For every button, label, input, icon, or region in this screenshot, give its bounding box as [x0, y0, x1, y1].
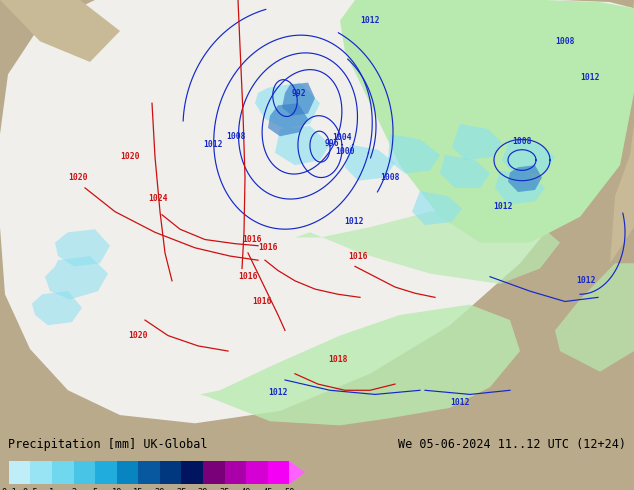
Bar — [181, 461, 203, 484]
Bar — [52, 461, 74, 484]
Text: We 05-06-2024 11..12 UTC (12+24): We 05-06-2024 11..12 UTC (12+24) — [398, 438, 626, 451]
Text: 25: 25 — [176, 488, 186, 490]
Text: 1012: 1012 — [360, 16, 380, 25]
Polygon shape — [200, 305, 520, 425]
Text: 1012: 1012 — [268, 388, 288, 397]
Text: 1018: 1018 — [328, 355, 348, 364]
Text: 1012: 1012 — [576, 276, 596, 285]
Polygon shape — [345, 145, 395, 181]
Text: 1: 1 — [49, 488, 55, 490]
Text: 996: 996 — [325, 139, 339, 148]
Bar — [224, 461, 246, 484]
Text: 992: 992 — [292, 90, 306, 98]
Polygon shape — [255, 83, 320, 129]
Polygon shape — [268, 103, 308, 136]
Text: 10: 10 — [112, 488, 122, 490]
Polygon shape — [610, 124, 634, 263]
Bar — [268, 461, 289, 484]
Text: 1012: 1012 — [580, 73, 600, 82]
Text: 40: 40 — [241, 488, 252, 490]
Polygon shape — [555, 263, 634, 372]
Text: 2: 2 — [71, 488, 76, 490]
Text: Precipitation [mm] UK-Global: Precipitation [mm] UK-Global — [8, 438, 207, 451]
Bar — [203, 461, 224, 484]
Polygon shape — [55, 229, 110, 267]
Text: 15: 15 — [133, 488, 143, 490]
Text: 1016: 1016 — [348, 251, 368, 261]
Bar — [246, 461, 268, 484]
Text: 20: 20 — [155, 488, 165, 490]
Text: 1012: 1012 — [344, 218, 364, 226]
Polygon shape — [495, 171, 545, 204]
Polygon shape — [295, 206, 560, 284]
Polygon shape — [32, 291, 82, 325]
Polygon shape — [282, 83, 315, 116]
Polygon shape — [340, 0, 634, 243]
Bar — [138, 461, 160, 484]
Bar — [74, 461, 95, 484]
Polygon shape — [0, 0, 120, 62]
Text: 30: 30 — [198, 488, 208, 490]
Polygon shape — [502, 139, 555, 175]
Polygon shape — [412, 191, 462, 225]
Polygon shape — [440, 155, 490, 188]
Text: 1012: 1012 — [204, 140, 223, 149]
Text: 1008: 1008 — [512, 137, 532, 146]
Text: 1008: 1008 — [555, 37, 575, 46]
Polygon shape — [388, 134, 440, 173]
Polygon shape — [289, 461, 305, 484]
Polygon shape — [452, 124, 502, 160]
Text: 1016: 1016 — [252, 297, 272, 306]
Text: 1020: 1020 — [120, 152, 139, 161]
Polygon shape — [0, 0, 634, 423]
Bar — [160, 461, 181, 484]
Polygon shape — [508, 165, 542, 192]
Polygon shape — [45, 256, 108, 299]
Text: 1016: 1016 — [258, 244, 278, 252]
Text: 1024: 1024 — [148, 194, 168, 203]
Bar — [117, 461, 138, 484]
Text: 1008: 1008 — [226, 132, 246, 141]
Text: 1016: 1016 — [238, 272, 258, 281]
Text: 1012: 1012 — [493, 202, 513, 211]
Text: 1008: 1008 — [380, 173, 400, 182]
Text: 1020: 1020 — [128, 331, 148, 340]
Text: 1020: 1020 — [68, 173, 87, 182]
Polygon shape — [570, 0, 634, 126]
Text: 45: 45 — [262, 488, 273, 490]
Polygon shape — [275, 126, 330, 165]
Bar — [9, 461, 30, 484]
Bar — [95, 461, 117, 484]
Text: 1016: 1016 — [242, 235, 262, 244]
Text: 0.5: 0.5 — [23, 488, 38, 490]
Text: 1000: 1000 — [335, 147, 355, 156]
Text: 5: 5 — [93, 488, 98, 490]
Bar — [30, 461, 52, 484]
Text: 35: 35 — [219, 488, 230, 490]
Text: 1012: 1012 — [450, 398, 470, 407]
Text: 0.1: 0.1 — [1, 488, 16, 490]
Text: 50: 50 — [284, 488, 295, 490]
Text: 1004: 1004 — [332, 133, 352, 142]
